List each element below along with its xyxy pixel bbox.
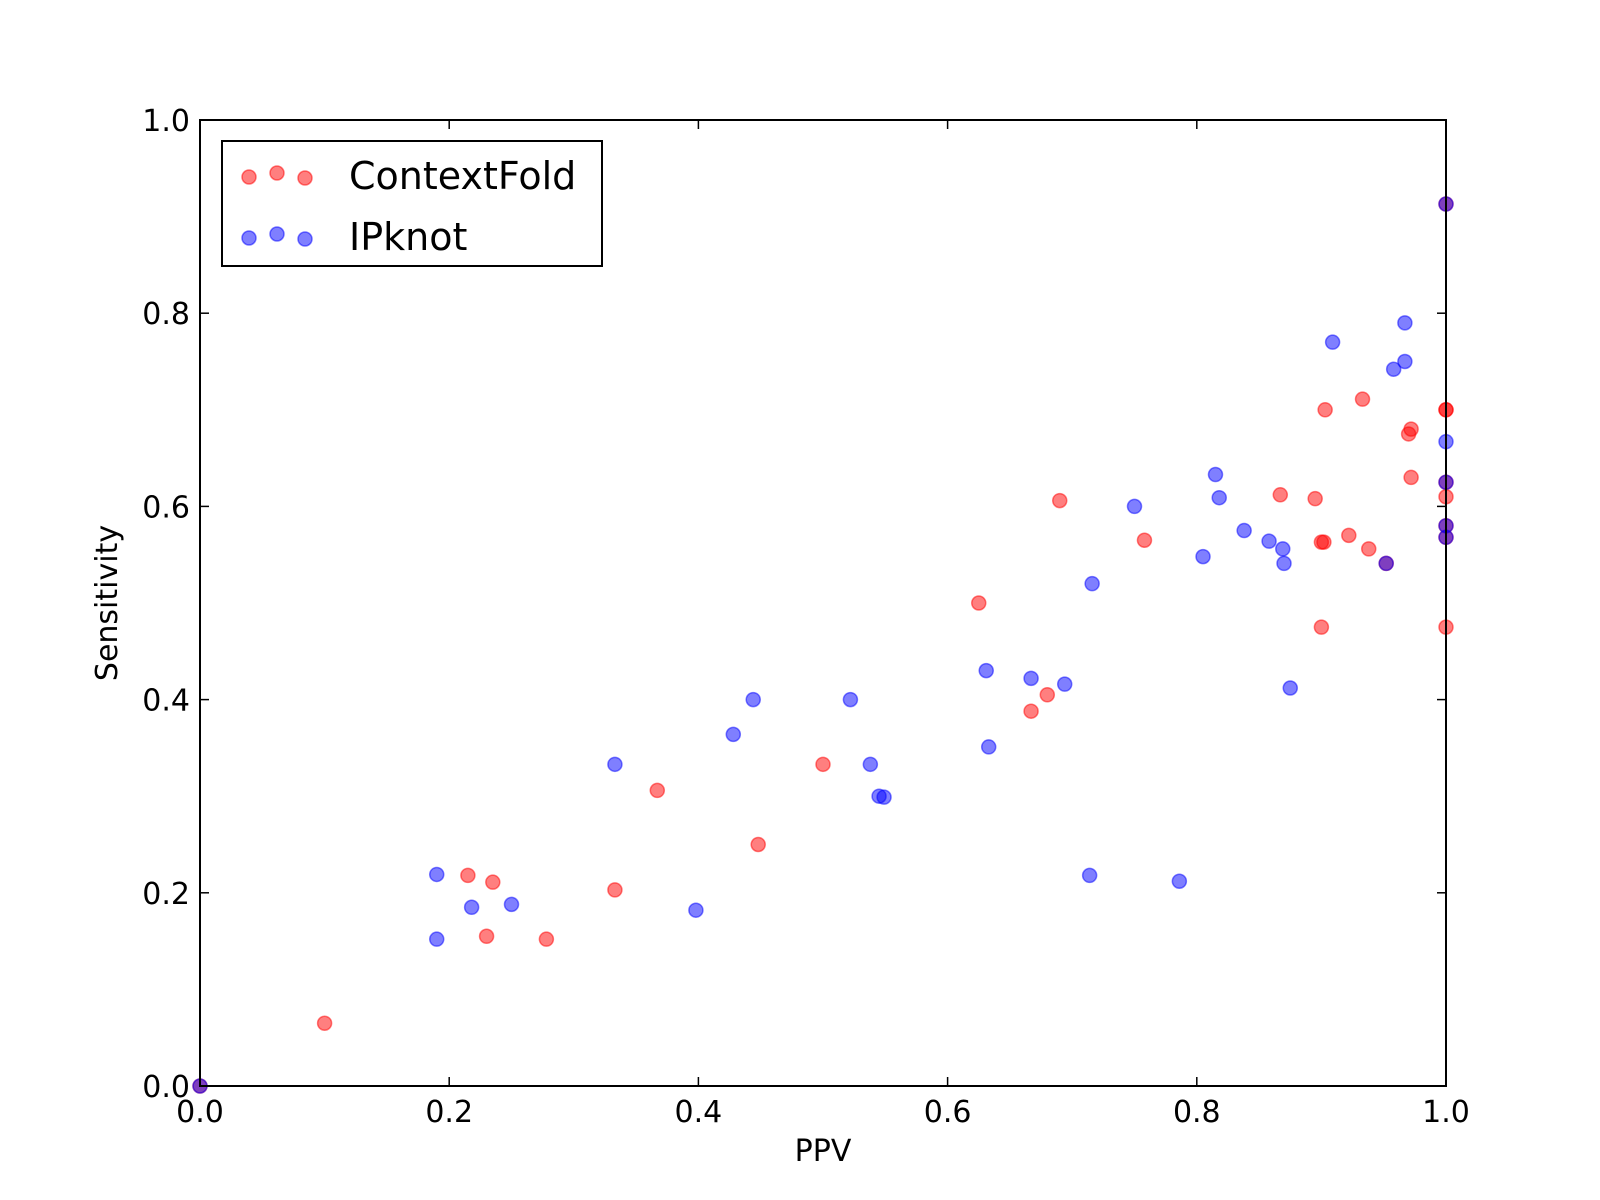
- data-point-ipknot: [1261, 533, 1277, 549]
- legend-marker-contextfold: [269, 165, 285, 181]
- data-point-ipknot: [876, 789, 892, 805]
- x-tick-label: 0.6: [924, 1095, 972, 1130]
- legend-marker-ipknot: [297, 231, 313, 247]
- data-point-contextfold: [1136, 532, 1153, 548]
- y-tick-label: 1.0: [142, 104, 190, 139]
- data-point-ipknot: [842, 691, 859, 708]
- data-point-contextfold: [815, 756, 831, 773]
- data-point-ipknot: [1023, 670, 1039, 687]
- data-point-ipknot: [607, 756, 623, 773]
- legend-box: [221, 140, 603, 267]
- data-point-ipknot: [688, 902, 704, 918]
- data-point-ipknot: [1081, 867, 1098, 884]
- y-tick-label: 0.8: [142, 297, 190, 332]
- legend-marker-contextfold: [297, 170, 313, 186]
- data-point-contextfold: [485, 874, 501, 890]
- data-point-contextfold: [1313, 619, 1330, 635]
- y-tick-label: 0.2: [142, 877, 190, 912]
- data-point-ipknot: [862, 756, 879, 773]
- data-point-ipknot: [1236, 522, 1252, 539]
- data-point-ipknot: [1207, 466, 1224, 483]
- data-point-ipknot: [725, 726, 742, 743]
- y-axis-label: Sensitivity: [90, 525, 125, 681]
- x-tick-label: 0.4: [675, 1095, 723, 1130]
- data-point-contextfold: [1023, 703, 1039, 719]
- data-point-ipknot: [463, 899, 480, 916]
- data-point-ipknot: [428, 866, 445, 883]
- data-point-ipknot: [1275, 541, 1291, 557]
- data-point-contextfold: [1317, 402, 1333, 418]
- data-point-ipknot: [1126, 498, 1143, 515]
- data-point-contextfold: [1403, 421, 1419, 437]
- data-point-contextfold: [750, 836, 766, 853]
- data-point-contextfold: [1403, 469, 1419, 486]
- legend-marker-ipknot: [269, 226, 285, 242]
- data-point-ipknot: [1171, 873, 1188, 889]
- data-point-ipknot: [980, 739, 997, 755]
- data-point-ipknot: [1378, 555, 1394, 572]
- data-point-contextfold: [1051, 492, 1068, 509]
- data-point-contextfold: [316, 1015, 333, 1031]
- data-point-ipknot: [978, 662, 994, 679]
- plot-area-frame: [199, 119, 1447, 1087]
- data-point-contextfold: [1272, 487, 1289, 503]
- legend-marker-ipknot: [241, 230, 257, 246]
- data-point-ipknot: [1211, 489, 1227, 506]
- data-point-contextfold: [478, 928, 495, 945]
- legend-marker-contextfold: [241, 169, 257, 185]
- legend-label-ipknot: IPknot: [349, 215, 467, 259]
- y-tick-label: 0.6: [142, 490, 190, 525]
- data-point-contextfold: [1039, 687, 1056, 703]
- data-point-ipknot: [1276, 555, 1292, 572]
- data-point-ipknot: [1397, 315, 1413, 331]
- data-point-ipknot: [1056, 676, 1073, 692]
- data-point-ipknot: [503, 896, 520, 913]
- data-point-ipknot: [745, 691, 761, 708]
- legend-entries: ContextFold IPknot: [241, 154, 576, 259]
- data-point-ipknot: [428, 931, 445, 947]
- data-point-ipknot: [1195, 548, 1211, 565]
- x-axis-label: PPV: [795, 1134, 852, 1169]
- data-point-contextfold: [1360, 541, 1377, 557]
- data-point-contextfold: [1354, 391, 1371, 407]
- data-point-contextfold: [1316, 534, 1332, 550]
- data-point-ipknot: [1282, 680, 1298, 696]
- x-tick-label: 0.0: [176, 1095, 224, 1130]
- legend-label-contextfold: ContextFold: [349, 154, 576, 198]
- x-tick-label: 1.0: [1422, 1095, 1470, 1130]
- data-point-contextfold: [607, 882, 623, 898]
- tick-labels-layer: 0.0 0.2 0.4 0.6 0.8 1.0 0.0 0.2 0.4 0.6 0.8 1.0: [142, 104, 1470, 1130]
- data-point-contextfold: [649, 782, 666, 799]
- data-point-contextfold: [1341, 527, 1357, 544]
- data-point-ipknot: [1385, 361, 1402, 377]
- x-tick-label: 0.2: [425, 1095, 473, 1130]
- data-point-contextfold: [538, 931, 555, 947]
- data-point-ipknot: [1324, 334, 1341, 350]
- data-point-ipknot: [1397, 353, 1413, 370]
- x-tick-label: 0.8: [1173, 1095, 1221, 1130]
- y-tick-label: 0.0: [142, 1070, 190, 1105]
- data-point-contextfold: [1307, 490, 1323, 507]
- legend: ContextFold IPknot: [221, 140, 603, 267]
- data-point-contextfold: [971, 595, 987, 611]
- data-point-contextfold: [460, 867, 476, 884]
- points-layer: [192, 196, 1454, 1094]
- data-point-ipknot: [1084, 575, 1100, 592]
- y-tick-label: 0.4: [142, 684, 190, 719]
